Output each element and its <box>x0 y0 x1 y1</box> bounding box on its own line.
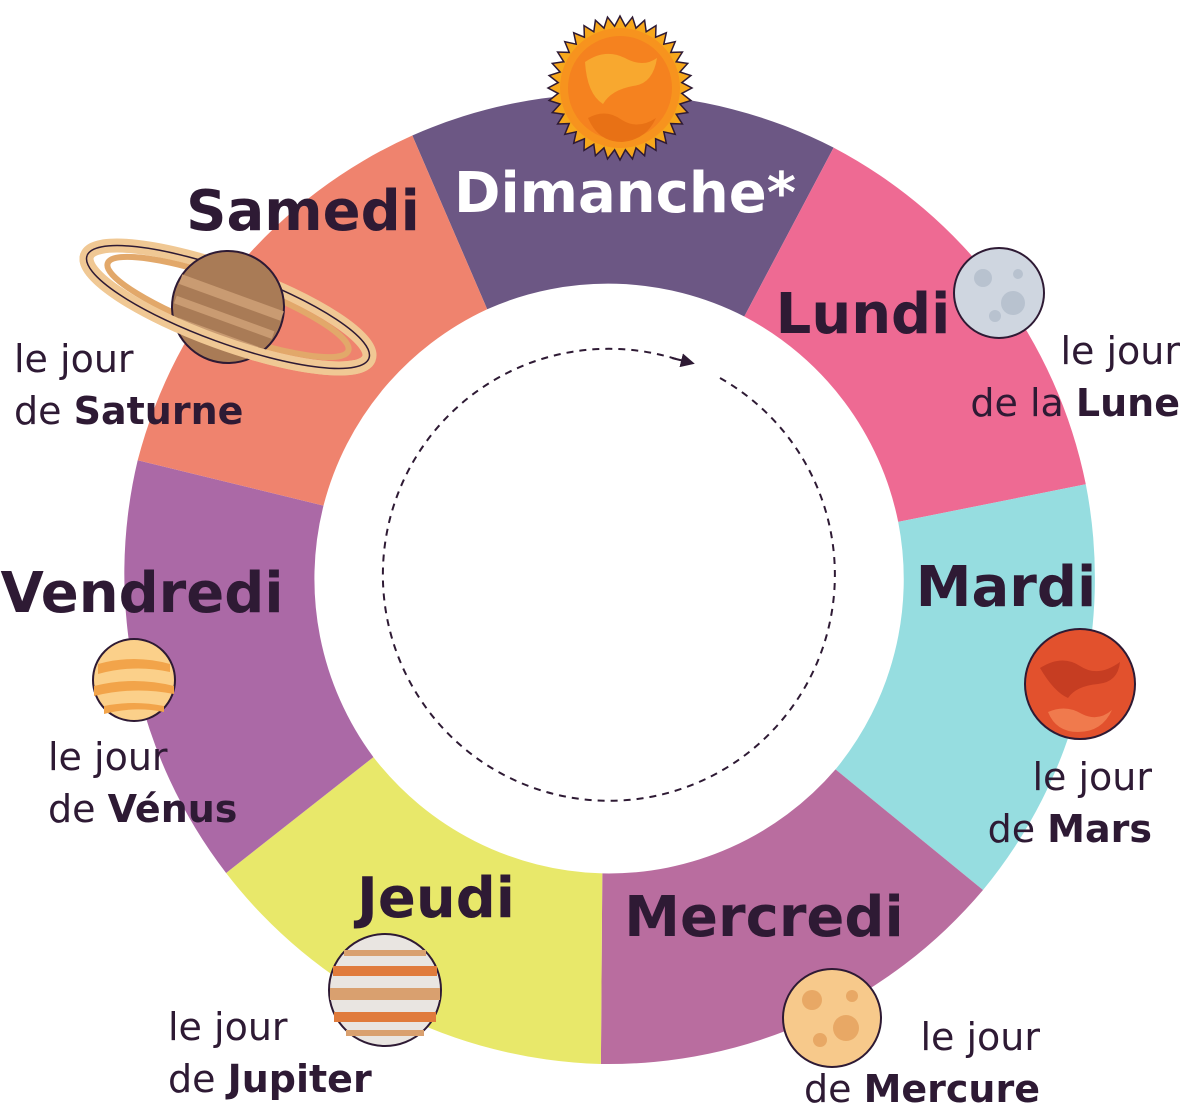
caption-vendredi-line1: le jour <box>48 735 168 779</box>
caption-samedi-line1: le jour <box>14 337 134 381</box>
sun-icon <box>546 14 694 162</box>
label-dimanche: Dimanche* <box>454 161 796 226</box>
segment-samedi <box>137 135 488 506</box>
segment-jeudi <box>226 757 603 1064</box>
rotation-arrow <box>381 347 836 802</box>
label-mercredi: Mercredi <box>624 885 903 950</box>
segment-mercredi <box>600 769 983 1065</box>
caption-vendredi-planet: Vénus <box>108 787 238 831</box>
caption-mardi-line1: le jour <box>1032 755 1152 799</box>
caption-mercredi-line1: le jour <box>920 1015 1040 1059</box>
label-samedi: Samedi <box>186 179 420 244</box>
jupiter-icon <box>328 933 442 1047</box>
label-vendredi: Vendredi <box>0 561 283 626</box>
caption-lundi-planet: Lune <box>1076 381 1180 425</box>
mercury-icon <box>782 968 882 1068</box>
segment-vendredi <box>124 460 374 873</box>
caption-jeudi-prefix: de <box>168 1057 216 1101</box>
label-jeudi: Jeudi <box>353 866 515 931</box>
caption-lundi-line1: le jour <box>1060 329 1180 373</box>
caption-mardi-prefix: de <box>988 807 1036 851</box>
caption-vendredi-prefix: de <box>48 787 96 831</box>
caption-jeudi-planet: Jupiter <box>225 1057 372 1101</box>
caption-mercredi-line2: de Mercure <box>804 1067 1040 1111</box>
caption-mercredi-prefix: de <box>804 1067 852 1111</box>
ring-segments <box>124 93 1095 1065</box>
segment-lundi <box>744 147 1086 522</box>
caption-lundi-line2: de la Lune <box>970 381 1180 425</box>
caption-mardi-line2: de Mars <box>988 807 1152 851</box>
caption-vendredi-line2: de Vénus <box>48 787 237 831</box>
segment-dimanche <box>412 93 834 317</box>
caption-jeudi-line1: le jour <box>168 1005 288 1049</box>
saturn-icon <box>79 238 377 376</box>
caption-jeudi-line2: de Jupiter <box>168 1057 372 1101</box>
segment-mardi <box>835 484 1095 890</box>
label-lundi: Lundi <box>776 282 951 347</box>
caption-samedi-planet: Saturne <box>74 389 244 433</box>
caption-samedi-prefix: de <box>14 389 62 433</box>
caption-samedi-line2: de Saturne <box>14 389 243 433</box>
mars-icon <box>1024 628 1136 740</box>
venus-icon <box>92 638 176 722</box>
moon-icon <box>953 247 1045 339</box>
caption-mardi-planet: Mars <box>1047 807 1152 851</box>
label-mardi: Mardi <box>916 555 1096 620</box>
caption-lundi-prefix: de la <box>970 381 1063 425</box>
caption-mercredi-planet: Mercure <box>864 1067 1040 1111</box>
